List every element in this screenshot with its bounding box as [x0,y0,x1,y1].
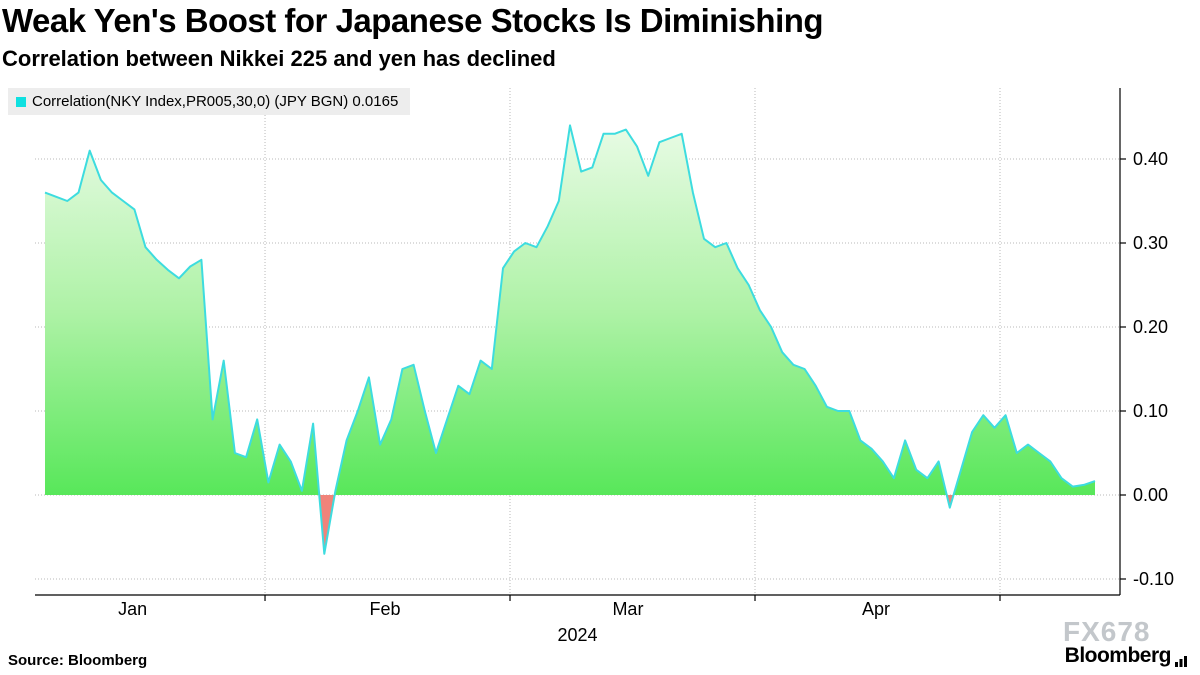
y-axis-tick-label: 0.10 [1133,401,1169,421]
y-axis-tick-label: 0.40 [1133,149,1169,169]
y-axis-tick-label: 0.00 [1133,485,1169,505]
bloomberg-logo: Bloomberg [1065,644,1188,668]
x-axis-tick-label: Mar [612,599,644,619]
bloomberg-logo-text: Bloomberg [1064,644,1172,667]
legend-series-label: Correlation(NKY Index,PR005,30,0) (JPY B… [32,93,399,110]
y-axis-tick-label: 0.30 [1133,233,1169,253]
source-attribution: Source: Bloomberg [8,652,148,669]
y-axis-tick-label: 0.20 [1133,317,1169,337]
x-axis-tick-label: Feb [369,599,401,619]
x-axis-year-label: 2024 [557,625,598,645]
legend-series-swatch [16,96,26,107]
fx678-watermark: FX678 [1063,616,1151,647]
page-subtitle: Correlation between Nikkei 225 and yen h… [2,46,556,71]
bloomberg-chart-bars-icon [1175,656,1187,667]
page-title: Weak Yen's Boost for Japanese Stocks Is … [2,2,824,39]
x-axis-tick-label: Jan [118,599,148,619]
chart-legend: Correlation(NKY Index,PR005,30,0) (JPY B… [8,88,411,115]
y-axis-tick-label: -0.10 [1133,569,1175,589]
x-axis-tick-label: Apr [861,599,890,619]
